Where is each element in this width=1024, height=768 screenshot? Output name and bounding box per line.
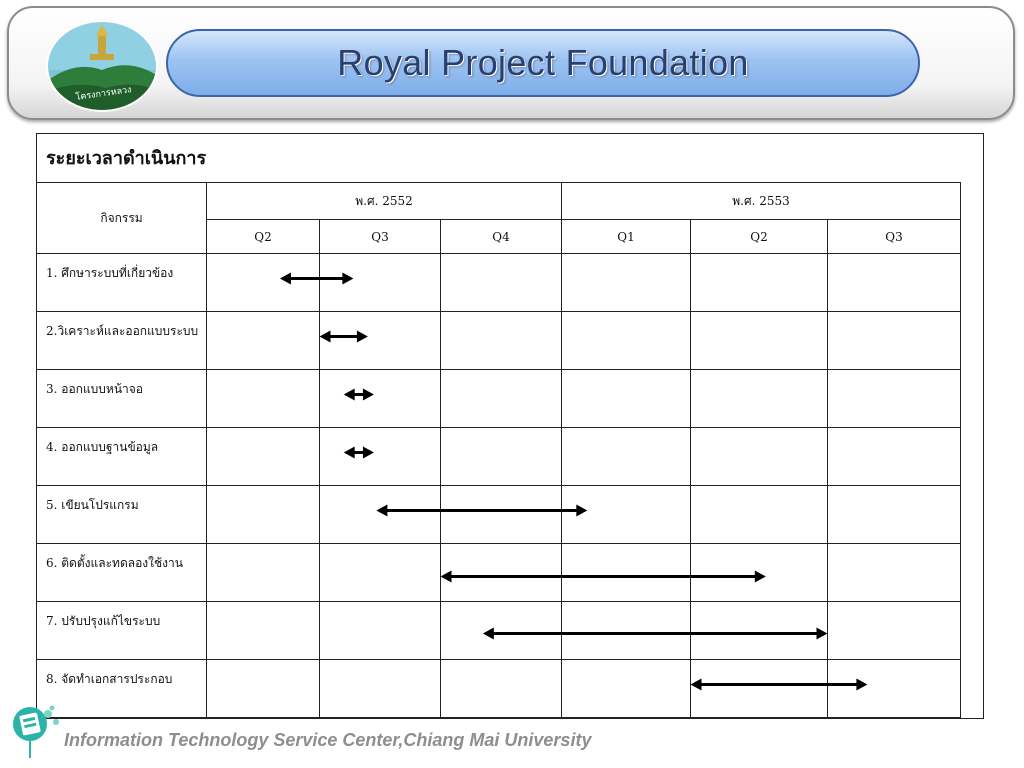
activity-label: 1. ศึกษาระบบที่เกี่ยวข้อง [36, 253, 207, 312]
activity-label: 3. ออกแบบหน้าจอ [36, 369, 207, 428]
activity-label: 5. เขียนโปรแกรม [36, 485, 207, 544]
activity-header: กิจกรรม [36, 182, 207, 254]
schedule-title: ระยะเวลาดำเนินการ [46, 148, 207, 169]
activity-row: 2.วิเคราะห์และออกแบบระบบ [36, 311, 961, 370]
activity-row: 5. เขียนโปรแกรม [36, 485, 961, 544]
activity-label: 2.วิเคราะห์และออกแบบระบบ [36, 311, 207, 370]
activity-row: 8. จัดทำเอกสารประกอบ [36, 659, 961, 718]
quarter-header: Q2 [690, 219, 828, 254]
page-title: Royal Project Foundation [337, 42, 749, 83]
quarter-header: Q3 [827, 219, 961, 254]
quarter-header: Q4 [440, 219, 562, 254]
quarter-header: Q3 [319, 219, 441, 254]
year-header-2553: พ.ศ. 2553 [561, 182, 961, 220]
footer-text: Information Technology Service Center,Ch… [64, 730, 592, 750]
activity-label: 4. ออกแบบฐานข้อมูล [36, 427, 207, 486]
activity-label: 7. ปรับปรุงแก้ไขระบบ [36, 601, 207, 660]
activity-row: 4. ออกแบบฐานข้อมูล [36, 427, 961, 486]
quarter-header: Q2 [206, 219, 320, 254]
schedule-table: กิจกรรม พ.ศ. 2552 พ.ศ. 2553 Q2 Q3 Q4 Q1 … [36, 182, 961, 718]
activity-row: 7. ปรับปรุงแก้ไขระบบ [36, 601, 961, 660]
activity-label: 6. ติดตั้งและทดลองใช้งาน [36, 543, 207, 602]
title-pill: Royal Project Foundation [166, 29, 920, 97]
activity-row: 1. ศึกษาระบบที่เกี่ยวข้อง [36, 253, 961, 312]
quarter-header: Q1 [561, 219, 691, 254]
year-header-2552: พ.ศ. 2552 [206, 182, 562, 220]
activity-row: 6. ติดตั้งและทดลองใช้งาน [36, 543, 961, 602]
activity-row: 3. ออกแบบหน้าจอ [36, 369, 961, 428]
royal-project-logo: โครงการหลวง [46, 20, 158, 112]
activity-label: 8. จัดทำเอกสารประกอบ [36, 659, 207, 718]
itsc-logo [8, 700, 64, 760]
